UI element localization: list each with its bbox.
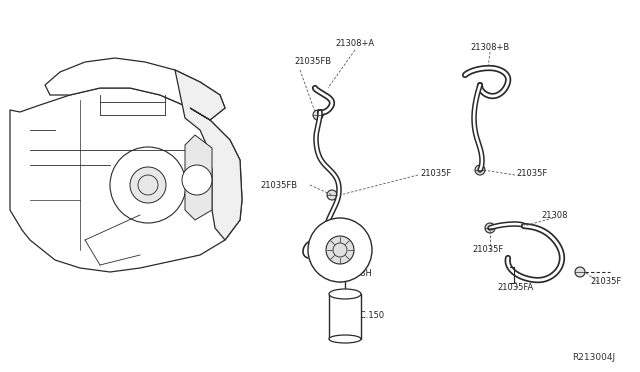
Text: 21308+A: 21308+A [335,39,374,48]
Ellipse shape [329,289,361,299]
Text: 21035FA: 21035FA [498,283,534,292]
Circle shape [130,167,166,203]
Bar [329,294,361,339]
Text: R213004J: R213004J [572,353,615,362]
Polygon shape [175,70,242,240]
Circle shape [182,165,212,195]
Text: 21308+B: 21308+B [470,42,509,51]
Text: 21308: 21308 [541,212,568,221]
Polygon shape [45,58,225,120]
Polygon shape [10,88,242,272]
Text: 21035F: 21035F [420,169,451,177]
Circle shape [485,223,495,233]
Circle shape [308,218,372,282]
Text: 21035FB: 21035FB [261,182,298,190]
Circle shape [575,267,585,277]
Text: 21305: 21305 [309,256,335,264]
Polygon shape [185,135,212,220]
Text: 21035FB: 21035FB [294,58,331,67]
Text: 21035F: 21035F [590,278,621,286]
Text: 21035F: 21035F [516,169,547,177]
Ellipse shape [329,335,361,343]
Circle shape [110,147,186,223]
Circle shape [313,110,323,120]
Text: 21035F: 21035F [472,246,504,254]
Circle shape [475,165,485,175]
Text: 21308H: 21308H [340,269,372,278]
Circle shape [327,190,337,200]
Text: SEE SEC.150: SEE SEC.150 [332,311,385,320]
Circle shape [326,236,354,264]
